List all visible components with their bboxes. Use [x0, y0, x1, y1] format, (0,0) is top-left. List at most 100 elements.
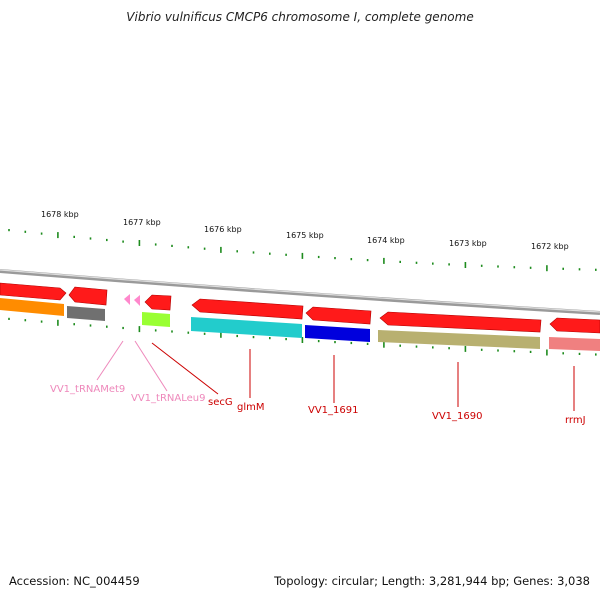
- chromosome-backbone: [0, 269, 600, 315]
- gene-arrow-trna-leu[interactable]: [134, 295, 140, 306]
- gene-arrow-rrmj[interactable]: [549, 317, 600, 334]
- gene-label-trna-met[interactable]: VV1_tRNAMet9: [50, 384, 125, 395]
- lower-tick: [366, 342, 369, 345]
- lower-tick: [203, 332, 206, 335]
- upper-tick: [399, 260, 401, 263]
- feature-bar-salmon[interactable]: [549, 337, 600, 351]
- upper-tick: [513, 266, 516, 269]
- lower-tick: [301, 337, 304, 343]
- upper-tick: [24, 230, 27, 233]
- upper-tick: [236, 250, 238, 253]
- upper-tick: [448, 263, 450, 266]
- scale-labels: 1678 kbp 1677 kbp 1676 kbp 1675 kbp 1674…: [41, 210, 569, 251]
- lower-tick: [334, 341, 336, 344]
- lower-tick: [546, 349, 548, 356]
- upper-tick: [562, 267, 564, 270]
- scale-label-1672: 1672 kbp: [531, 242, 569, 251]
- feature-bar-gray[interactable]: [67, 306, 105, 321]
- feature-bar-lime[interactable]: [142, 312, 170, 327]
- gene-label-vv1-1691[interactable]: VV1_1691: [308, 405, 359, 416]
- gene-label-trna-leu[interactable]: VV1_tRNALeu9: [131, 393, 205, 404]
- upper-tick: [73, 235, 75, 238]
- upper-tick: [334, 257, 336, 260]
- upper-tick: [529, 266, 532, 269]
- upper-tick: [432, 262, 434, 265]
- upper-tick: [154, 243, 157, 246]
- gene-label-secg[interactable]: secG: [208, 397, 233, 408]
- lower-tick: [448, 347, 450, 350]
- upper-tick: [122, 240, 124, 243]
- upper-tick: [464, 262, 467, 268]
- lower-tick: [8, 317, 10, 320]
- gene-arrow-vv1-1690[interactable]: [379, 311, 542, 333]
- lower-tick: [432, 346, 434, 349]
- lower-tick: [513, 350, 516, 353]
- upper-tick: [252, 251, 255, 254]
- feature-bar-orange[interactable]: [0, 298, 64, 316]
- lower-tick: [40, 320, 43, 323]
- lower-tick: [595, 353, 597, 356]
- upper-tick: [366, 259, 369, 262]
- lower-tick: [269, 337, 271, 340]
- lower-tick: [236, 334, 238, 338]
- upper-tick: [546, 265, 548, 272]
- feature-bar-khaki[interactable]: [378, 330, 540, 349]
- lower-tick: [187, 331, 190, 334]
- scale-label-1673: 1673 kbp: [449, 239, 487, 248]
- lower-tick: [350, 341, 353, 345]
- lower-tick: [252, 336, 255, 339]
- lower-tick: [138, 326, 141, 333]
- gene-arrow-2[interactable]: [68, 286, 108, 306]
- lower-tick: [464, 345, 467, 352]
- upper-tick: [203, 247, 206, 250]
- upper-tick: [285, 253, 287, 256]
- lower-tick: [171, 330, 173, 333]
- upper-tick: [301, 252, 304, 259]
- upper-tick: [578, 268, 581, 271]
- gene-arrow-trna-met[interactable]: [124, 294, 130, 305]
- lower-tick: [480, 348, 483, 351]
- upper-tick: [187, 246, 190, 249]
- upper-tick: [138, 240, 141, 246]
- lower-tick: [106, 325, 108, 328]
- gene-label-vv1-1690[interactable]: VV1_1690: [432, 411, 483, 422]
- gene-arrow-vv1-1691[interactable]: [305, 306, 372, 325]
- feature-bar-cyan[interactable]: [191, 317, 302, 338]
- gene-label-rrmj[interactable]: rrmJ: [565, 415, 586, 426]
- upper-tick: [106, 238, 108, 242]
- scale-label-1677: 1677 kbp: [123, 218, 161, 227]
- lower-tick: [122, 326, 124, 330]
- genome-summary-text: Topology: circular; Length: 3,281,944 bp…: [274, 574, 590, 588]
- lower-tick: [529, 350, 532, 353]
- gene-label-glmm[interactable]: glmM: [237, 402, 265, 413]
- tick-row-lower: [8, 317, 597, 356]
- gene-arrow-secg[interactable]: [144, 294, 172, 311]
- lower-tick: [383, 341, 385, 348]
- scale-label-1675: 1675 kbp: [286, 231, 324, 240]
- lower-tick: [154, 329, 157, 332]
- lower-tick: [57, 319, 59, 326]
- upper-tick: [497, 265, 499, 268]
- accession-text: Accession: NC_004459: [9, 574, 140, 588]
- gene-arrow-1[interactable]: [0, 282, 67, 301]
- label-leaders: [96, 340, 575, 411]
- upper-tick: [89, 237, 92, 240]
- tick-row-upper: [8, 229, 597, 272]
- map-title: Vibrio vulnificus CMCP6 chromosome I, co…: [126, 10, 474, 24]
- feature-bars: [0, 298, 600, 351]
- upper-tick: [57, 232, 59, 239]
- scale-label-1678: 1678 kbp: [41, 210, 79, 219]
- lower-tick: [285, 338, 287, 341]
- feature-bar-blue[interactable]: [305, 325, 370, 342]
- upper-tick: [8, 229, 10, 232]
- upper-tick: [383, 257, 385, 264]
- upper-tick: [415, 261, 418, 264]
- leader-secg: [151, 342, 219, 395]
- scale-label-1676: 1676 kbp: [204, 225, 242, 234]
- lower-tick: [220, 331, 222, 338]
- upper-tick: [595, 268, 597, 271]
- leader-trna-leu: [134, 340, 168, 392]
- upper-tick: [40, 232, 43, 235]
- gene-arrow-glmm[interactable]: [191, 298, 304, 320]
